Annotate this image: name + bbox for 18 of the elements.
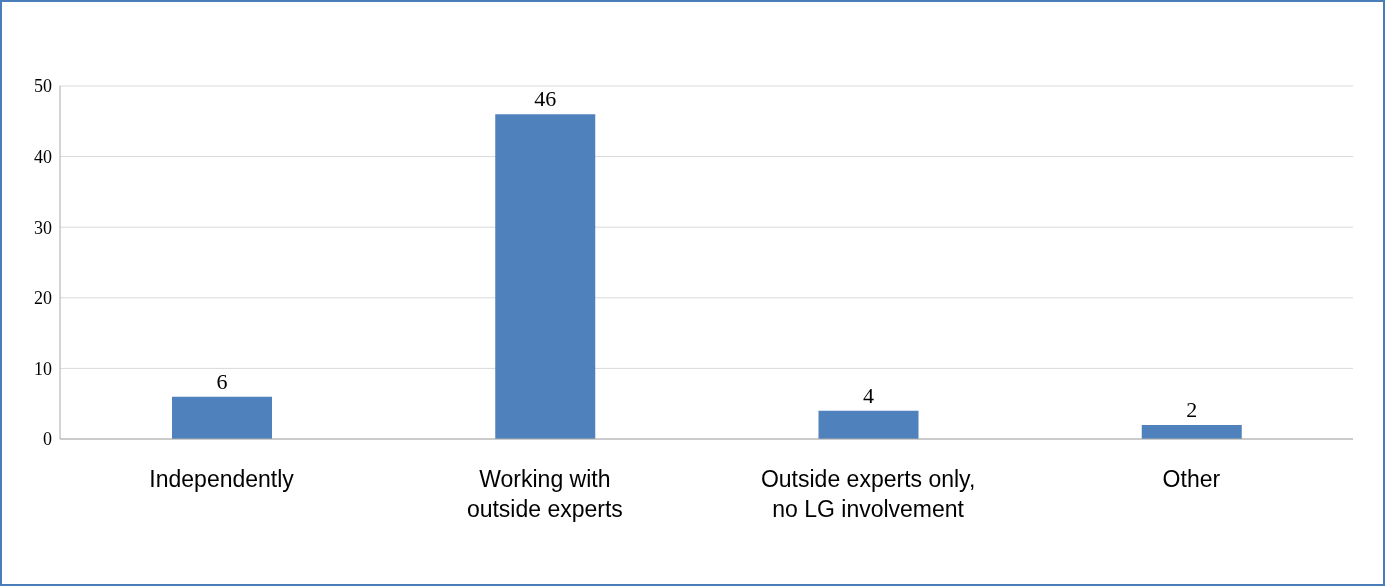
x-tick-label: Outside experts only, no LG involvement bbox=[760, 466, 976, 522]
bar bbox=[1141, 424, 1242, 439]
y-tick-label: 40 bbox=[34, 146, 52, 167]
y-tick-label: 30 bbox=[34, 217, 52, 238]
data-label: 2 bbox=[1186, 396, 1198, 422]
x-tick-label: Working with outside experts bbox=[466, 466, 623, 522]
y-tick-label: 10 bbox=[34, 358, 52, 379]
data-label: 4 bbox=[863, 382, 874, 408]
x-tick-label: Independently bbox=[149, 466, 295, 492]
bar bbox=[495, 114, 596, 439]
x-tick-label: Other bbox=[1162, 466, 1221, 492]
bar bbox=[818, 410, 919, 439]
y-tick-label: 50 bbox=[34, 76, 52, 97]
y-tick-label: 0 bbox=[43, 429, 52, 450]
data-label: 6 bbox=[216, 368, 228, 394]
bar bbox=[172, 396, 272, 439]
y-tick-label: 20 bbox=[34, 288, 52, 309]
data-label: 46 bbox=[534, 86, 557, 112]
